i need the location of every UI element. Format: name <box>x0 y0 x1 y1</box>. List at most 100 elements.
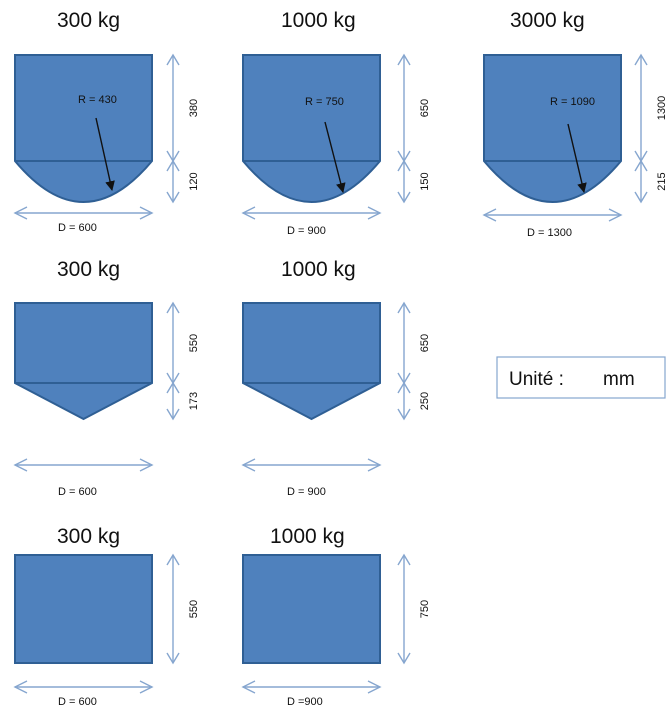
tank-body <box>483 54 622 203</box>
bottom-height-arrow <box>397 381 411 421</box>
bottom-height-arrow-head-top <box>166 159 180 172</box>
tank-body <box>242 302 381 421</box>
diameter-label: D = 1300 <box>527 227 572 239</box>
diameter-arrow <box>482 208 623 222</box>
bottom-height-label: 250 <box>419 392 431 410</box>
tank-body <box>242 54 381 203</box>
body-height-arrow <box>397 301 411 385</box>
diameter-label: D = 600 <box>58 486 97 498</box>
bottom-height-arrow-head-top <box>166 381 180 394</box>
tank-capacity-label: 300 kg <box>57 9 120 32</box>
body-height-arrow-head-top <box>397 301 411 314</box>
bottom-height-arrow-head-top <box>634 159 648 172</box>
diameter-arrow-head-left <box>241 458 256 472</box>
tank-body <box>242 554 381 664</box>
bottom-height-arrow-head-bottom <box>634 191 648 204</box>
body-height-label: 650 <box>419 334 431 352</box>
diameter-label: D = 900 <box>287 486 326 498</box>
bottom-height-arrow <box>634 159 648 204</box>
body-height-label: 650 <box>419 99 431 117</box>
tank-capacity-label: 1000 kg <box>281 9 356 32</box>
tank-1-1: 1000 kg 650 250 D = 900 <box>241 258 431 498</box>
radius-pointer-arrow <box>324 121 346 193</box>
diameter-arrow-head-left <box>241 206 256 220</box>
body-height-arrow-head-top <box>634 53 648 66</box>
diameter-arrow-head-right <box>139 458 154 472</box>
diameter-arrow <box>241 206 382 220</box>
unit-box-label: Unité : <box>509 369 564 390</box>
bottom-height-label: 215 <box>656 172 668 190</box>
diameter-arrow-head-right <box>608 208 623 222</box>
body-height-arrow-head-bottom <box>397 652 411 665</box>
diameter-label: D = 600 <box>58 696 97 708</box>
body-height-arrow <box>397 53 411 163</box>
bottom-height-arrow-head-bottom <box>397 191 411 204</box>
body-height-label: 1300 <box>656 96 668 120</box>
body-height-arrow-head-top <box>397 553 411 566</box>
tank-2-1: 1000 kg 750 D =900 <box>241 525 431 708</box>
body-height-arrow-head-top <box>166 301 180 314</box>
body-height-arrow <box>634 53 648 163</box>
bottom-height-label: 120 <box>188 172 200 190</box>
tank-0-0: 300 kg 380 120 D = 600 R = 430 <box>13 9 200 234</box>
unit-box-value: mm <box>603 369 635 390</box>
tank-body <box>14 302 153 421</box>
diameter-arrow <box>13 680 154 694</box>
bottom-height-arrow-head-bottom <box>397 408 411 421</box>
diameter-label: D = 900 <box>287 225 326 237</box>
diameter-arrow-head-right <box>139 680 154 694</box>
tank-capacity-label: 1000 kg <box>281 258 356 281</box>
bottom-height-arrow <box>166 159 180 204</box>
tank-0-1: 1000 kg 650 150 D = 900 R = 750 <box>241 9 431 237</box>
radius-pointer-arrow <box>567 123 587 193</box>
diameter-arrow <box>241 458 382 472</box>
radius-pointer-arrow <box>95 117 115 191</box>
diameter-arrow <box>13 206 154 220</box>
body-height-arrow-head-top <box>166 553 180 566</box>
body-height-arrow <box>397 553 411 665</box>
diameter-arrow-head-left <box>13 680 28 694</box>
tank-capacity-label: 1000 kg <box>270 525 345 548</box>
diameter-arrow-head-left <box>13 206 28 220</box>
tank-0-2: 3000 kg 1300 215 D = 1300 R = 1090 <box>482 9 668 239</box>
tank-body <box>14 54 153 203</box>
unit-box: Unité : mm <box>496 356 666 399</box>
diameter-arrow-head-left <box>13 458 28 472</box>
bottom-height-arrow <box>397 159 411 204</box>
bottom-height-arrow-head-bottom <box>166 191 180 204</box>
diameter-label: D =900 <box>287 696 323 708</box>
body-height-arrow-head-top <box>397 53 411 66</box>
diameter-arrow-head-left <box>241 680 256 694</box>
diameter-arrow-head-right <box>139 206 154 220</box>
diameter-arrow <box>241 680 382 694</box>
tank-body <box>14 554 153 664</box>
tank-capacity-label: 300 kg <box>57 258 120 281</box>
tank-1-0: 300 kg 550 173 D = 600 <box>13 258 200 498</box>
body-height-arrow-head-top <box>166 53 180 66</box>
bottom-height-label: 150 <box>419 172 431 190</box>
unit-box-frame <box>496 356 666 399</box>
body-height-arrow <box>166 553 180 665</box>
radius-label: R = 430 <box>78 94 117 106</box>
diameter-arrow-head-right <box>367 680 382 694</box>
body-height-label: 750 <box>419 600 431 618</box>
tank-capacity-label: 300 kg <box>57 525 120 548</box>
bottom-height-arrow-head-bottom <box>166 408 180 421</box>
diameter-arrow <box>13 458 154 472</box>
body-height-label: 380 <box>188 99 200 117</box>
body-height-arrow <box>166 301 180 385</box>
diameter-label: D = 600 <box>58 222 97 234</box>
diameter-arrow-head-left <box>482 208 497 222</box>
bottom-height-label: 173 <box>188 392 200 410</box>
diameter-arrow-head-right <box>367 458 382 472</box>
radius-label: R = 750 <box>305 96 344 108</box>
bottom-height-arrow-head-top <box>397 381 411 394</box>
body-height-arrow <box>166 53 180 163</box>
tank-capacity-label: 3000 kg <box>510 9 585 32</box>
radius-label: R = 1090 <box>550 96 595 108</box>
bottom-height-arrow-head-top <box>397 159 411 172</box>
tank-2-0: 300 kg 550 D = 600 <box>13 525 200 708</box>
diameter-arrow-head-right <box>367 206 382 220</box>
body-height-arrow-head-bottom <box>166 652 180 665</box>
